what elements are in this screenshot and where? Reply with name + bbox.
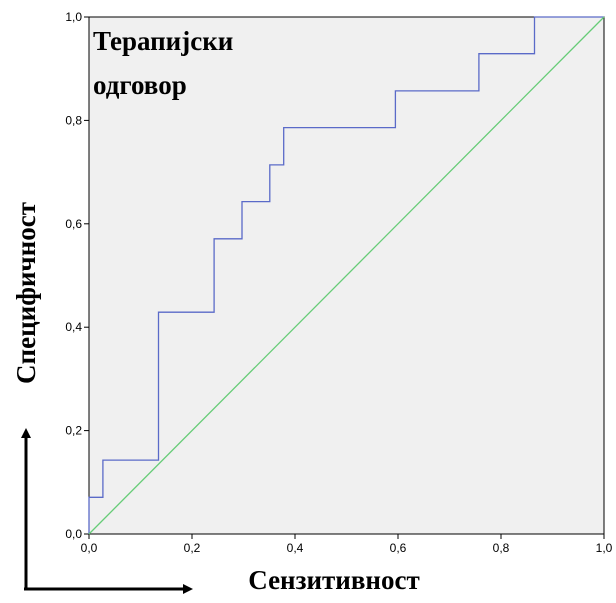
x-tick-label: 0,6 [390,541,407,555]
y-tick-label: 0,2 [65,424,82,438]
x-axis-title: Сензитивност [248,565,419,595]
x-tick-group: 0,0 0,2 0,4 0,6 0,8 1,0 [81,534,613,555]
x-tick-label: 0,2 [184,541,201,555]
annotation-line-2: одговор [93,70,187,100]
y-tick-group: 0,0 0,2 0,4 0,6 0,8 1,0 [65,10,89,541]
y-tick-label: 1,0 [65,10,82,24]
series-group [88,16,605,535]
x-tick-label: 1,0 [596,541,613,555]
reference-diagonal-line [88,16,605,535]
annotation-line-1: Терапијски [93,26,233,56]
y-tick-label: 0,6 [65,217,82,231]
x-tick-label: 0,0 [81,541,98,555]
y-tick-label: 0,0 [65,527,82,541]
roc-curve-line [88,16,604,534]
y-tick-label: 0,4 [65,320,82,334]
x-tick-label: 0,4 [287,541,304,555]
x-tick-label: 0,8 [493,541,510,555]
y-axis-title: Специфичност [11,202,41,384]
y-tick-label: 0,8 [65,113,82,127]
